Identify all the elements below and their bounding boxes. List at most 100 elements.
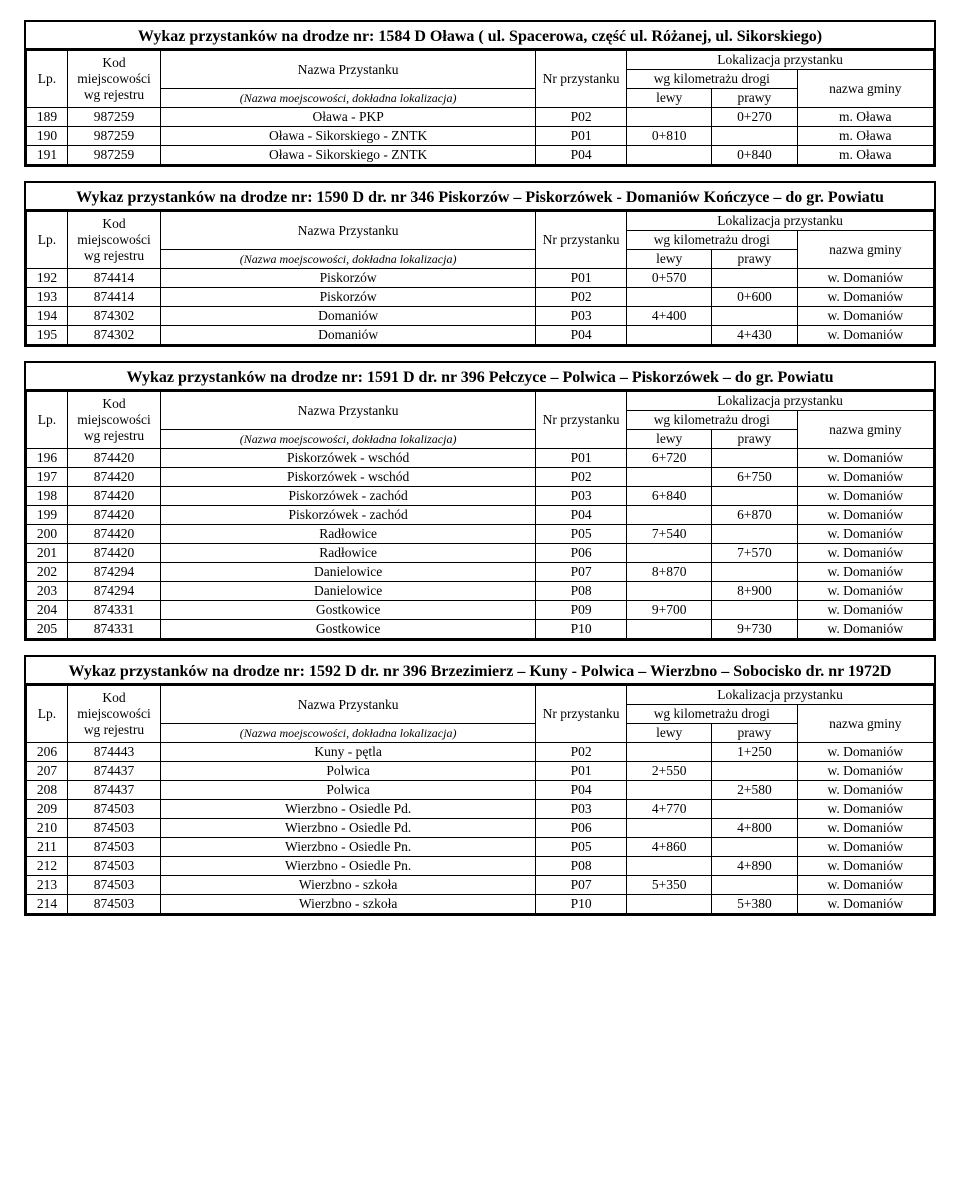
cell: w. Domaniów [797, 449, 933, 468]
cell: Piskorzówek - wschód [161, 468, 536, 487]
cell: Wierzbno - Osiedle Pn. [161, 857, 536, 876]
table-row: 194874302DomaniówP034+400w. Domaniów [27, 307, 934, 326]
cell [627, 108, 712, 127]
col-lokalizacja-header: Lokalizacja przystanku [627, 51, 934, 70]
cell [712, 269, 797, 288]
cell: Danielowice [161, 582, 536, 601]
col-lewy-header: lewy [627, 250, 712, 269]
table-row: 199874420Piskorzówek - zachódP046+870w. … [27, 506, 934, 525]
cell: 874503 [67, 895, 160, 914]
cell: 4+400 [627, 307, 712, 326]
cell: P10 [536, 620, 627, 639]
cell [712, 525, 797, 544]
cell: P02 [536, 288, 627, 307]
stops-table: Lp. Kod miejscowości wg rejestru Nazwa P… [26, 50, 934, 165]
col-lp-header: Lp. [27, 392, 68, 449]
cell: 874420 [67, 506, 160, 525]
cell: 200 [27, 525, 68, 544]
col-nazwa-header: Nazwa Przystanku [161, 392, 536, 430]
col-nr-header: Nr przystanku [536, 51, 627, 108]
cell [712, 876, 797, 895]
table-row: 189987259Oława - PKPP020+270m. Oława [27, 108, 934, 127]
cell: Piskorzówek - zachód [161, 506, 536, 525]
cell: w. Domaniów [797, 857, 933, 876]
section: Wykaz przystanków na drodze nr: 1590 D d… [24, 181, 936, 347]
table-row: 214874503Wierzbno - szkołaP105+380w. Dom… [27, 895, 934, 914]
cell: 874420 [67, 487, 160, 506]
cell: 9+700 [627, 601, 712, 620]
cell: 2+580 [712, 781, 797, 800]
cell: P02 [536, 108, 627, 127]
cell: w. Domaniów [797, 544, 933, 563]
col-lewy-header: lewy [627, 724, 712, 743]
cell: 4+800 [712, 819, 797, 838]
col-lewy-header: lewy [627, 89, 712, 108]
cell: 198 [27, 487, 68, 506]
cell: P06 [536, 819, 627, 838]
cell: w. Domaniów [797, 762, 933, 781]
stops-table: Lp. Kod miejscowości wg rejestru Nazwa P… [26, 391, 934, 639]
cell: P01 [536, 449, 627, 468]
cell: w. Domaniów [797, 506, 933, 525]
cell: 874503 [67, 819, 160, 838]
col-kod-header: Kod miejscowości wg rejestru [67, 686, 160, 743]
table-row: 208874437PolwicaP042+580w. Domaniów [27, 781, 934, 800]
cell: 874294 [67, 582, 160, 601]
cell [627, 326, 712, 345]
cell: w. Domaniów [797, 819, 933, 838]
col-kod-header: Kod miejscowości wg rejestru [67, 392, 160, 449]
cell: 192 [27, 269, 68, 288]
cell: 8+900 [712, 582, 797, 601]
cell: 194 [27, 307, 68, 326]
cell: Kuny - pętla [161, 743, 536, 762]
cell: w. Domaniów [797, 743, 933, 762]
cell: 202 [27, 563, 68, 582]
cell: P05 [536, 838, 627, 857]
cell: P01 [536, 762, 627, 781]
cell: 201 [27, 544, 68, 563]
table-row: 207874437PolwicaP012+550w. Domaniów [27, 762, 934, 781]
table-row: 192874414PiskorzówP010+570w. Domaniów [27, 269, 934, 288]
cell: 874437 [67, 781, 160, 800]
cell: w. Domaniów [797, 620, 933, 639]
cell: 0+840 [712, 146, 797, 165]
cell: 4+770 [627, 800, 712, 819]
cell: Wierzbno - Osiedle Pd. [161, 819, 536, 838]
table-row: 209874503Wierzbno - Osiedle Pd.P034+770w… [27, 800, 934, 819]
cell [627, 506, 712, 525]
cell: Piskorzów [161, 269, 536, 288]
col-lp-header: Lp. [27, 51, 68, 108]
cell: 5+350 [627, 876, 712, 895]
cell: P03 [536, 307, 627, 326]
cell: 0+270 [712, 108, 797, 127]
cell: w. Domaniów [797, 838, 933, 857]
cell [712, 838, 797, 857]
cell [627, 146, 712, 165]
cell [712, 307, 797, 326]
cell: 874294 [67, 563, 160, 582]
cell: Domaniów [161, 326, 536, 345]
section: Wykaz przystanków na drodze nr: 1591 D d… [24, 361, 936, 641]
cell: P04 [536, 146, 627, 165]
stops-table: Lp. Kod miejscowości wg rejestru Nazwa P… [26, 211, 934, 345]
col-nazwa-sub: (Nazwa moejscowości, dokładna lokalizacj… [161, 430, 536, 449]
col-nazwa-sub: (Nazwa moejscowości, dokładna lokalizacj… [161, 89, 536, 108]
cell: 874503 [67, 838, 160, 857]
cell: P03 [536, 487, 627, 506]
cell: 7+540 [627, 525, 712, 544]
col-km-header: wg kilometrażu drogi [627, 411, 797, 430]
section-title: Wykaz przystanków na drodze nr: 1584 D O… [26, 22, 934, 50]
cell: 209 [27, 800, 68, 819]
cell: 874503 [67, 876, 160, 895]
cell: 199 [27, 506, 68, 525]
table-row: 196874420Piskorzówek - wschódP016+720w. … [27, 449, 934, 468]
cell: 874331 [67, 601, 160, 620]
cell [627, 857, 712, 876]
cell [627, 743, 712, 762]
table-row: 201874420RadłowiceP067+570w. Domaniów [27, 544, 934, 563]
cell: Wierzbno - szkoła [161, 895, 536, 914]
cell: w. Domaniów [797, 876, 933, 895]
col-nazwa-header: Nazwa Przystanku [161, 212, 536, 250]
cell [712, 563, 797, 582]
cell: 208 [27, 781, 68, 800]
